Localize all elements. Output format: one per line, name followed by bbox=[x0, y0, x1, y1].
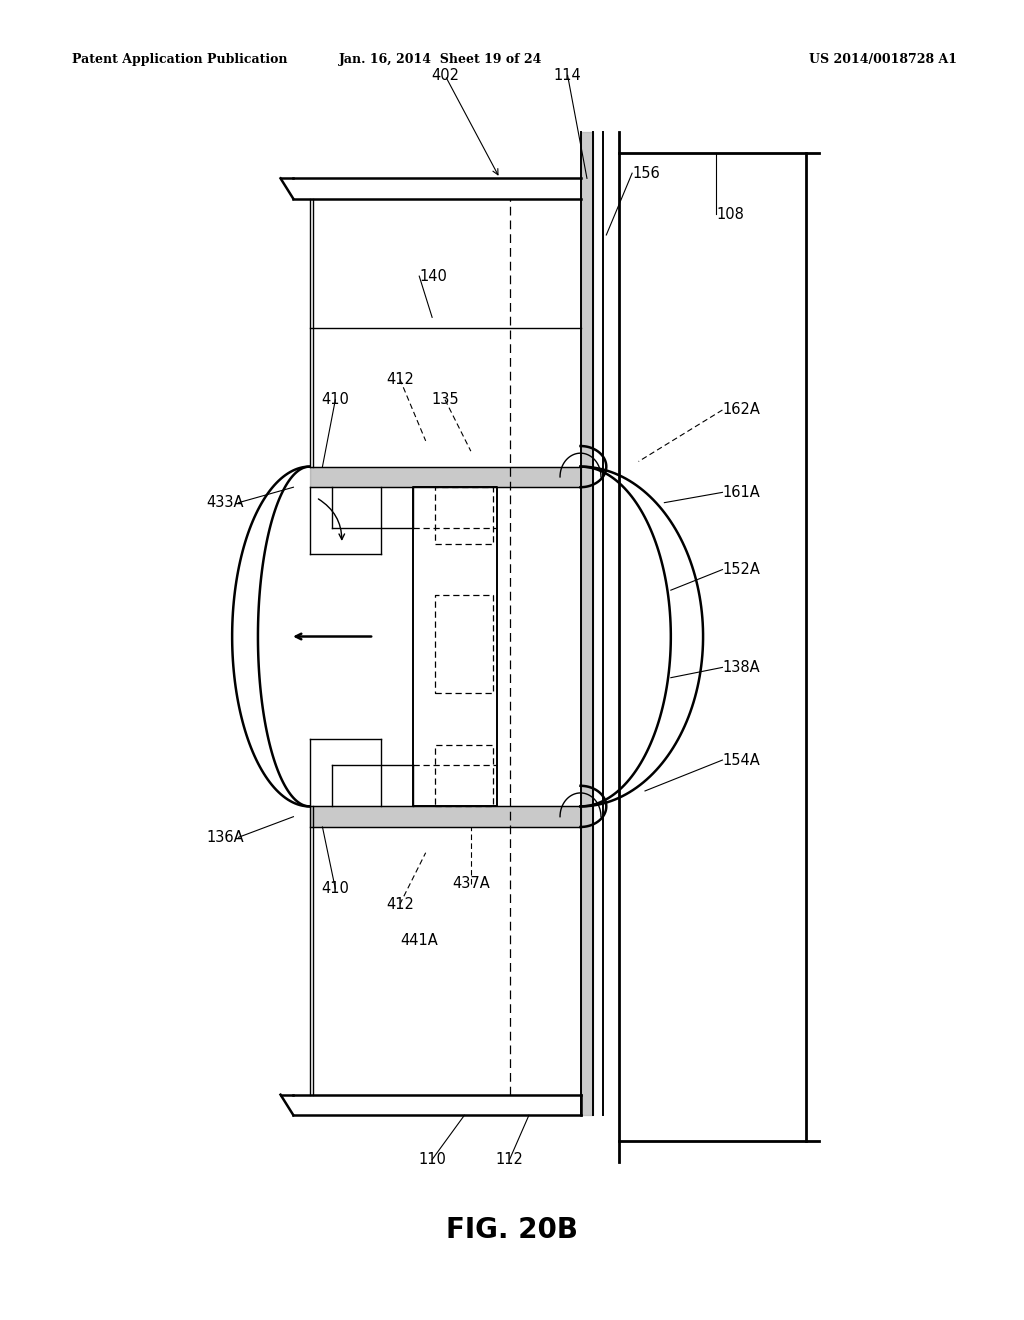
Text: Jan. 16, 2014  Sheet 19 of 24: Jan. 16, 2014 Sheet 19 of 24 bbox=[339, 53, 542, 66]
Text: US 2014/0018728 A1: US 2014/0018728 A1 bbox=[809, 53, 957, 66]
Text: 162A: 162A bbox=[723, 403, 760, 417]
Text: 114: 114 bbox=[554, 67, 582, 83]
Text: 433A: 433A bbox=[207, 495, 244, 510]
Polygon shape bbox=[581, 132, 594, 1115]
Text: FIG. 20B: FIG. 20B bbox=[446, 1216, 578, 1245]
Text: 437A: 437A bbox=[452, 876, 489, 891]
Text: 412: 412 bbox=[386, 896, 414, 912]
Text: 140: 140 bbox=[419, 269, 447, 284]
Text: 410: 410 bbox=[322, 882, 349, 896]
Polygon shape bbox=[309, 807, 581, 826]
Text: 154A: 154A bbox=[723, 752, 760, 767]
Text: 112: 112 bbox=[496, 1152, 523, 1167]
Text: 402: 402 bbox=[431, 67, 459, 83]
Text: 156: 156 bbox=[632, 166, 659, 181]
Text: 135: 135 bbox=[431, 392, 459, 407]
Text: 152A: 152A bbox=[723, 562, 760, 577]
Text: 108: 108 bbox=[716, 207, 743, 222]
Text: 441A: 441A bbox=[400, 933, 438, 948]
Text: Patent Application Publication: Patent Application Publication bbox=[72, 53, 287, 66]
Text: 110: 110 bbox=[418, 1152, 446, 1167]
Polygon shape bbox=[309, 466, 581, 487]
Text: 410: 410 bbox=[322, 392, 349, 407]
Text: 161A: 161A bbox=[723, 484, 760, 500]
Text: 136A: 136A bbox=[207, 830, 244, 845]
Text: 138A: 138A bbox=[723, 660, 760, 675]
Text: 412: 412 bbox=[386, 372, 414, 387]
